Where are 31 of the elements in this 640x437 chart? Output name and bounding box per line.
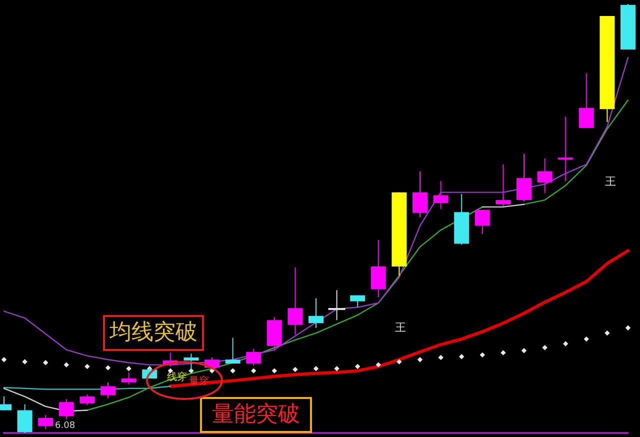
point <box>521 348 527 354</box>
point <box>105 365 111 370</box>
point <box>126 366 132 372</box>
point <box>584 336 589 342</box>
point <box>292 366 298 372</box>
point <box>84 364 90 370</box>
point <box>22 359 28 364</box>
point <box>563 341 568 346</box>
point <box>313 366 319 372</box>
point <box>417 357 423 362</box>
point <box>396 359 402 364</box>
point <box>355 364 360 370</box>
point <box>376 362 381 368</box>
point <box>64 362 69 368</box>
point <box>334 366 340 372</box>
point <box>500 350 506 356</box>
point <box>251 368 256 374</box>
point <box>625 325 631 330</box>
point <box>459 354 464 360</box>
point <box>272 368 277 374</box>
point <box>43 360 48 366</box>
point <box>1 357 7 362</box>
point <box>542 345 548 350</box>
point <box>230 368 236 374</box>
candlestick <box>558 116 574 182</box>
annotation: 王 <box>395 321 406 334</box>
point <box>480 352 485 358</box>
point <box>438 354 444 360</box>
annotation: 王 <box>605 175 616 188</box>
annotation: 6.08 <box>55 421 76 431</box>
point <box>604 330 610 336</box>
